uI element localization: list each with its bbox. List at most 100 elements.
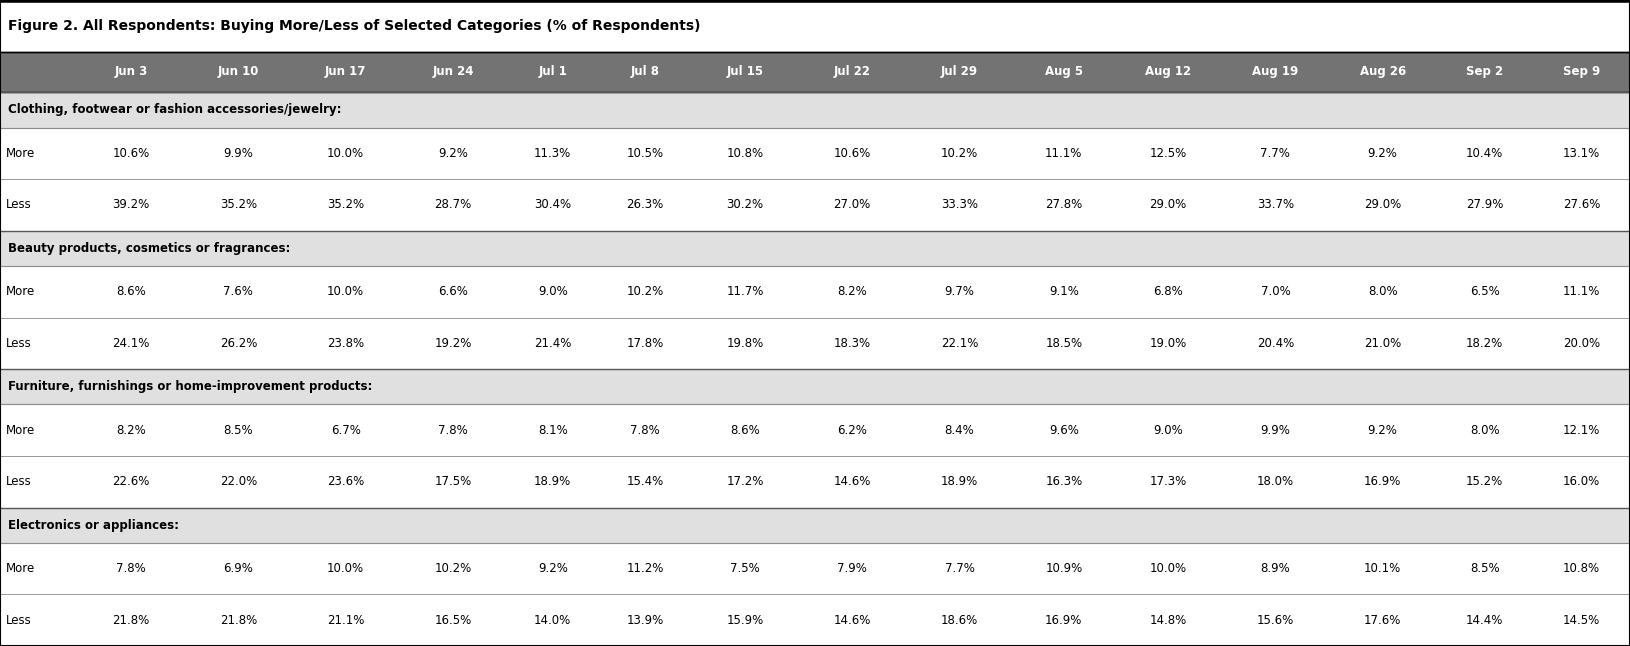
Text: Jun 17: Jun 17 bbox=[324, 65, 367, 78]
Text: 27.6%: 27.6% bbox=[1563, 198, 1601, 211]
Text: 22.1%: 22.1% bbox=[941, 337, 978, 350]
Bar bbox=[0, 92, 1630, 127]
Text: 18.9%: 18.9% bbox=[535, 475, 572, 488]
Text: 15.2%: 15.2% bbox=[1465, 475, 1503, 488]
Text: 14.6%: 14.6% bbox=[833, 475, 870, 488]
Text: 7.6%: 7.6% bbox=[223, 286, 253, 298]
Text: 19.0%: 19.0% bbox=[1149, 337, 1187, 350]
Text: 11.7%: 11.7% bbox=[727, 286, 764, 298]
Text: Jul 8: Jul 8 bbox=[631, 65, 660, 78]
Text: 35.2%: 35.2% bbox=[328, 198, 363, 211]
Text: 16.5%: 16.5% bbox=[434, 614, 471, 627]
Text: 6.2%: 6.2% bbox=[838, 424, 867, 437]
Text: 33.3%: 33.3% bbox=[941, 198, 978, 211]
Text: 22.0%: 22.0% bbox=[220, 475, 258, 488]
Text: 27.8%: 27.8% bbox=[1045, 198, 1082, 211]
Text: 18.3%: 18.3% bbox=[833, 337, 870, 350]
Text: 8.9%: 8.9% bbox=[1260, 562, 1291, 575]
Text: 8.6%: 8.6% bbox=[730, 424, 760, 437]
Text: 6.8%: 6.8% bbox=[1154, 286, 1183, 298]
Text: 22.6%: 22.6% bbox=[112, 475, 150, 488]
Text: 15.9%: 15.9% bbox=[727, 614, 763, 627]
Text: 14.4%: 14.4% bbox=[1465, 614, 1503, 627]
Text: 20.0%: 20.0% bbox=[1563, 337, 1601, 350]
Text: 7.7%: 7.7% bbox=[1260, 147, 1291, 160]
Text: 9.7%: 9.7% bbox=[945, 286, 975, 298]
Text: 29.0%: 29.0% bbox=[1364, 198, 1402, 211]
Text: 8.0%: 8.0% bbox=[1470, 424, 1500, 437]
Text: Aug 12: Aug 12 bbox=[1144, 65, 1192, 78]
Text: 29.0%: 29.0% bbox=[1149, 198, 1187, 211]
Text: Aug 19: Aug 19 bbox=[1252, 65, 1299, 78]
Text: 7.8%: 7.8% bbox=[116, 562, 147, 575]
Text: 13.9%: 13.9% bbox=[626, 614, 663, 627]
Text: 18.5%: 18.5% bbox=[1045, 337, 1082, 350]
Text: 8.5%: 8.5% bbox=[223, 424, 253, 437]
Text: 17.5%: 17.5% bbox=[434, 475, 471, 488]
Text: 7.9%: 7.9% bbox=[838, 562, 867, 575]
Text: Sep 2: Sep 2 bbox=[1465, 65, 1503, 78]
Text: 30.2%: 30.2% bbox=[727, 198, 763, 211]
Text: 9.0%: 9.0% bbox=[1154, 424, 1183, 437]
Text: 26.3%: 26.3% bbox=[626, 198, 663, 211]
Text: More: More bbox=[7, 562, 36, 575]
Bar bbox=[0, 594, 1630, 646]
Text: 12.5%: 12.5% bbox=[1149, 147, 1187, 160]
Text: 9.9%: 9.9% bbox=[223, 147, 253, 160]
Text: 7.0%: 7.0% bbox=[1260, 286, 1291, 298]
Text: 16.3%: 16.3% bbox=[1045, 475, 1082, 488]
Text: 8.1%: 8.1% bbox=[538, 424, 567, 437]
Text: 20.4%: 20.4% bbox=[1257, 337, 1294, 350]
Text: 12.1%: 12.1% bbox=[1563, 424, 1601, 437]
Text: 9.0%: 9.0% bbox=[538, 286, 567, 298]
Text: Jul 15: Jul 15 bbox=[727, 65, 763, 78]
Bar bbox=[0, 404, 1630, 456]
Text: 17.3%: 17.3% bbox=[1149, 475, 1187, 488]
Text: 8.2%: 8.2% bbox=[116, 424, 147, 437]
Text: 26.2%: 26.2% bbox=[220, 337, 258, 350]
Text: Figure 2. All Respondents: Buying More/Less of Selected Categories (% of Respond: Figure 2. All Respondents: Buying More/L… bbox=[8, 19, 701, 33]
Text: 18.6%: 18.6% bbox=[941, 614, 978, 627]
Text: 9.6%: 9.6% bbox=[1048, 424, 1079, 437]
Text: 24.1%: 24.1% bbox=[112, 337, 150, 350]
Bar bbox=[0, 231, 1630, 266]
Text: 9.2%: 9.2% bbox=[1368, 147, 1397, 160]
Text: 33.7%: 33.7% bbox=[1257, 198, 1294, 211]
Text: 10.0%: 10.0% bbox=[328, 286, 363, 298]
Text: 16.9%: 16.9% bbox=[1045, 614, 1082, 627]
Text: 10.6%: 10.6% bbox=[112, 147, 150, 160]
Text: 10.4%: 10.4% bbox=[1465, 147, 1503, 160]
Text: 21.0%: 21.0% bbox=[1364, 337, 1402, 350]
Bar bbox=[0, 508, 1630, 543]
Text: 11.3%: 11.3% bbox=[535, 147, 572, 160]
Text: Aug 5: Aug 5 bbox=[1045, 65, 1082, 78]
Bar bbox=[0, 179, 1630, 231]
Text: 6.5%: 6.5% bbox=[1470, 286, 1500, 298]
Text: Less: Less bbox=[7, 614, 31, 627]
Text: 35.2%: 35.2% bbox=[220, 198, 258, 211]
Text: 28.7%: 28.7% bbox=[434, 198, 471, 211]
Bar bbox=[0, 52, 1630, 92]
Text: 18.9%: 18.9% bbox=[941, 475, 978, 488]
Text: Jun 10: Jun 10 bbox=[218, 65, 259, 78]
Text: 23.8%: 23.8% bbox=[328, 337, 363, 350]
Bar bbox=[0, 266, 1630, 318]
Text: 23.6%: 23.6% bbox=[328, 475, 363, 488]
Text: 7.8%: 7.8% bbox=[631, 424, 660, 437]
Text: 11.2%: 11.2% bbox=[626, 562, 663, 575]
Text: 10.2%: 10.2% bbox=[626, 286, 663, 298]
Text: Less: Less bbox=[7, 198, 31, 211]
Text: 17.8%: 17.8% bbox=[626, 337, 663, 350]
Text: 9.1%: 9.1% bbox=[1048, 286, 1079, 298]
Text: 6.9%: 6.9% bbox=[223, 562, 253, 575]
Text: 10.9%: 10.9% bbox=[1045, 562, 1082, 575]
Text: 21.1%: 21.1% bbox=[328, 614, 365, 627]
Text: Jun 3: Jun 3 bbox=[114, 65, 148, 78]
Text: 18.2%: 18.2% bbox=[1465, 337, 1503, 350]
Text: Jun 24: Jun 24 bbox=[432, 65, 474, 78]
Text: 14.0%: 14.0% bbox=[535, 614, 572, 627]
Text: 19.8%: 19.8% bbox=[727, 337, 763, 350]
Text: Jul 1: Jul 1 bbox=[538, 65, 567, 78]
Text: 30.4%: 30.4% bbox=[535, 198, 572, 211]
Bar bbox=[0, 456, 1630, 508]
